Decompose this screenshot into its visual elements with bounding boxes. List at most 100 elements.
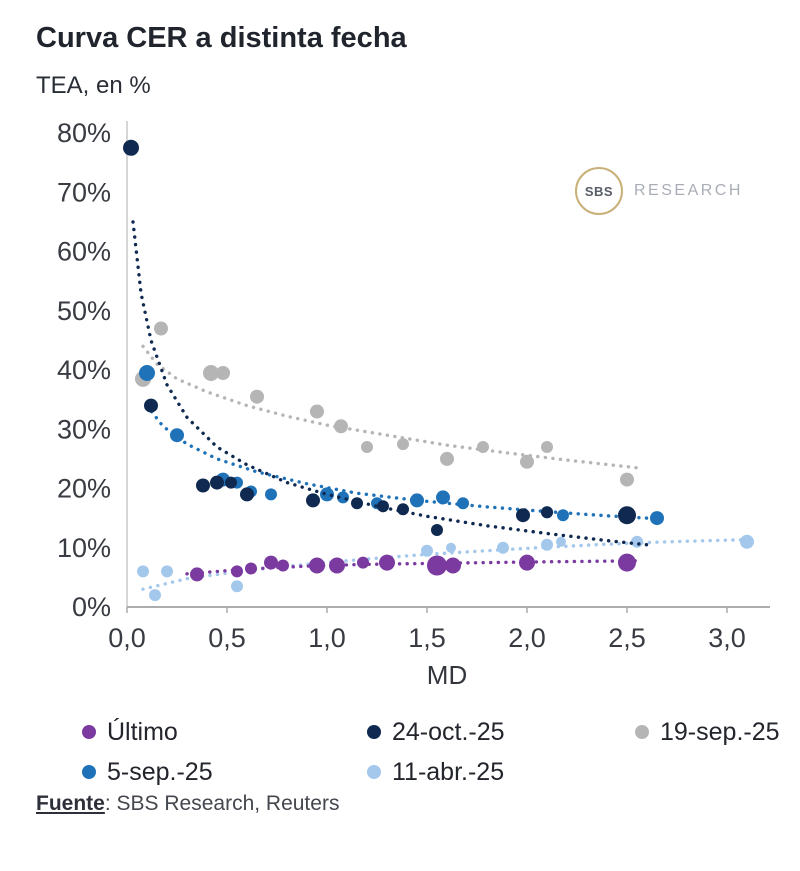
x-tick-label: 3,0 bbox=[708, 623, 746, 653]
legend-label: Último bbox=[107, 717, 178, 746]
data-point bbox=[149, 589, 161, 602]
legend-label: 19-sep.-25 bbox=[660, 717, 780, 746]
data-point bbox=[436, 490, 450, 505]
y-tick-label: 50% bbox=[57, 296, 111, 326]
legend-dot-5-sep-25 bbox=[82, 765, 96, 779]
cer-curve-scatter-chart: 0% 10% 20% 30% 40% 50% 60% 70% 80% 0,0 0,5 1,0 1,5 2,… bbox=[57, 118, 770, 653]
legend-item-24-oct-25: 24-oct.-25 bbox=[367, 712, 635, 752]
trend-line bbox=[145, 403, 659, 521]
data-point bbox=[154, 321, 168, 336]
data-point bbox=[231, 565, 243, 578]
legend: Último 24-oct.-25 19-sep.-25 5-sep.-25 1… bbox=[82, 712, 800, 792]
data-point bbox=[631, 535, 643, 548]
data-point bbox=[123, 139, 139, 156]
data-point bbox=[397, 503, 409, 516]
data-point bbox=[320, 487, 334, 502]
data-point bbox=[445, 557, 461, 574]
data-point bbox=[421, 544, 433, 557]
data-point bbox=[144, 398, 158, 413]
data-point bbox=[334, 419, 348, 434]
data-point bbox=[377, 500, 389, 513]
data-point bbox=[650, 511, 664, 526]
data-point bbox=[457, 497, 469, 510]
y-tick-label: 80% bbox=[57, 118, 111, 148]
y-tick-label: 40% bbox=[57, 355, 111, 385]
data-point bbox=[519, 554, 535, 571]
x-tick-label: 1,5 bbox=[408, 623, 446, 653]
data-point bbox=[245, 562, 257, 575]
data-point bbox=[361, 441, 373, 453]
data-point bbox=[541, 441, 553, 453]
trend-line bbox=[141, 344, 639, 470]
legend-dot-19-sep-25 bbox=[635, 725, 649, 739]
data-point bbox=[446, 542, 456, 553]
sbs-research-logo: SBS RESEARCH bbox=[575, 167, 743, 215]
y-tick-label: 70% bbox=[57, 177, 111, 207]
y-tick-label: 10% bbox=[57, 533, 111, 563]
data-point bbox=[310, 404, 324, 419]
data-point bbox=[557, 509, 569, 522]
data-point bbox=[620, 472, 634, 487]
data-point bbox=[265, 488, 277, 501]
data-point bbox=[231, 580, 243, 593]
data-point bbox=[240, 487, 254, 502]
data-point bbox=[309, 557, 325, 574]
data-point bbox=[516, 508, 530, 523]
legend-label: 5-sep.-25 bbox=[107, 757, 213, 786]
data-point bbox=[397, 438, 409, 451]
trend-line bbox=[141, 537, 753, 591]
data-point bbox=[410, 493, 424, 508]
data-point bbox=[196, 478, 210, 493]
data-point bbox=[379, 554, 395, 571]
y-tick-label: 0% bbox=[72, 592, 111, 622]
sbs-logo-wordmark: RESEARCH bbox=[634, 182, 743, 199]
data-point bbox=[357, 556, 369, 569]
data-point bbox=[225, 476, 237, 489]
x-tick-label: 0,0 bbox=[108, 623, 146, 653]
x-tick-label: 2,5 bbox=[608, 623, 646, 653]
data-point bbox=[541, 506, 553, 519]
legend-item-19-sep-25: 19-sep.-25 bbox=[635, 712, 785, 752]
x-axis-label: MD bbox=[426, 660, 468, 690]
legend-label: 11-abr.-25 bbox=[392, 757, 505, 786]
data-point bbox=[264, 555, 278, 570]
data-point bbox=[161, 565, 173, 578]
data-point bbox=[137, 565, 149, 578]
data-point bbox=[351, 497, 363, 510]
data-point bbox=[170, 428, 184, 443]
legend-item-5-sep-25: 5-sep.-25 bbox=[82, 752, 367, 792]
page-title: Curva CER a distinta fecha bbox=[36, 22, 407, 54]
data-point bbox=[477, 441, 489, 453]
data-point bbox=[541, 538, 553, 551]
data-point bbox=[740, 534, 754, 549]
data-point bbox=[431, 524, 443, 536]
legend-dot-ultimo bbox=[82, 725, 96, 739]
data-point bbox=[277, 559, 289, 572]
source-label: Fuente bbox=[36, 792, 105, 815]
data-point bbox=[216, 366, 230, 380]
source-note: Fuente: SBS Research, Reuters bbox=[36, 792, 339, 816]
legend-item-11-abr-25: 11-abr.-25 bbox=[367, 752, 635, 792]
sbs-logo-circle: SBS bbox=[575, 167, 623, 215]
y-axis-units-label: TEA, en % bbox=[36, 72, 151, 99]
data-point bbox=[250, 389, 264, 404]
legend-item-ultimo: Último bbox=[82, 712, 367, 752]
data-point bbox=[618, 553, 636, 572]
x-tick-label: 1,0 bbox=[308, 623, 346, 653]
y-tick-label: 20% bbox=[57, 474, 111, 504]
data-point bbox=[210, 475, 224, 490]
data-point bbox=[497, 541, 509, 554]
legend-dot-11-abr-25 bbox=[367, 765, 381, 779]
x-tick-label: 2,0 bbox=[508, 623, 546, 653]
data-point bbox=[520, 454, 534, 469]
y-tick-label: 30% bbox=[57, 414, 111, 444]
x-tick-label: 0,5 bbox=[208, 623, 246, 653]
legend-label: 24-oct.-25 bbox=[392, 717, 505, 746]
data-point bbox=[618, 506, 636, 525]
trend-line bbox=[131, 220, 649, 547]
data-point bbox=[427, 555, 447, 576]
data-point bbox=[329, 557, 345, 574]
y-tick-label: 60% bbox=[57, 237, 111, 267]
data-point bbox=[556, 536, 566, 547]
